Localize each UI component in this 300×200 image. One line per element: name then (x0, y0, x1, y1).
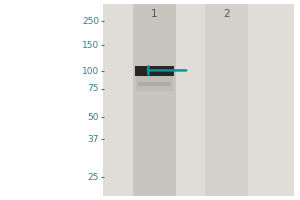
Text: 50: 50 (88, 112, 99, 121)
Text: 37: 37 (88, 134, 99, 144)
Text: 100: 100 (82, 66, 99, 75)
Text: 1: 1 (151, 9, 158, 19)
Bar (205, 4, 248, 196)
Bar (135, 66, 174, 76)
Bar (136, 67, 173, 91)
Bar (133, 4, 176, 196)
Text: 25: 25 (88, 172, 99, 182)
Bar (138, 82, 171, 86)
Text: 2: 2 (223, 9, 230, 19)
Text: 150: 150 (82, 40, 99, 49)
Text: 250: 250 (82, 17, 99, 25)
Bar (103, 4, 294, 196)
Text: 75: 75 (88, 84, 99, 93)
